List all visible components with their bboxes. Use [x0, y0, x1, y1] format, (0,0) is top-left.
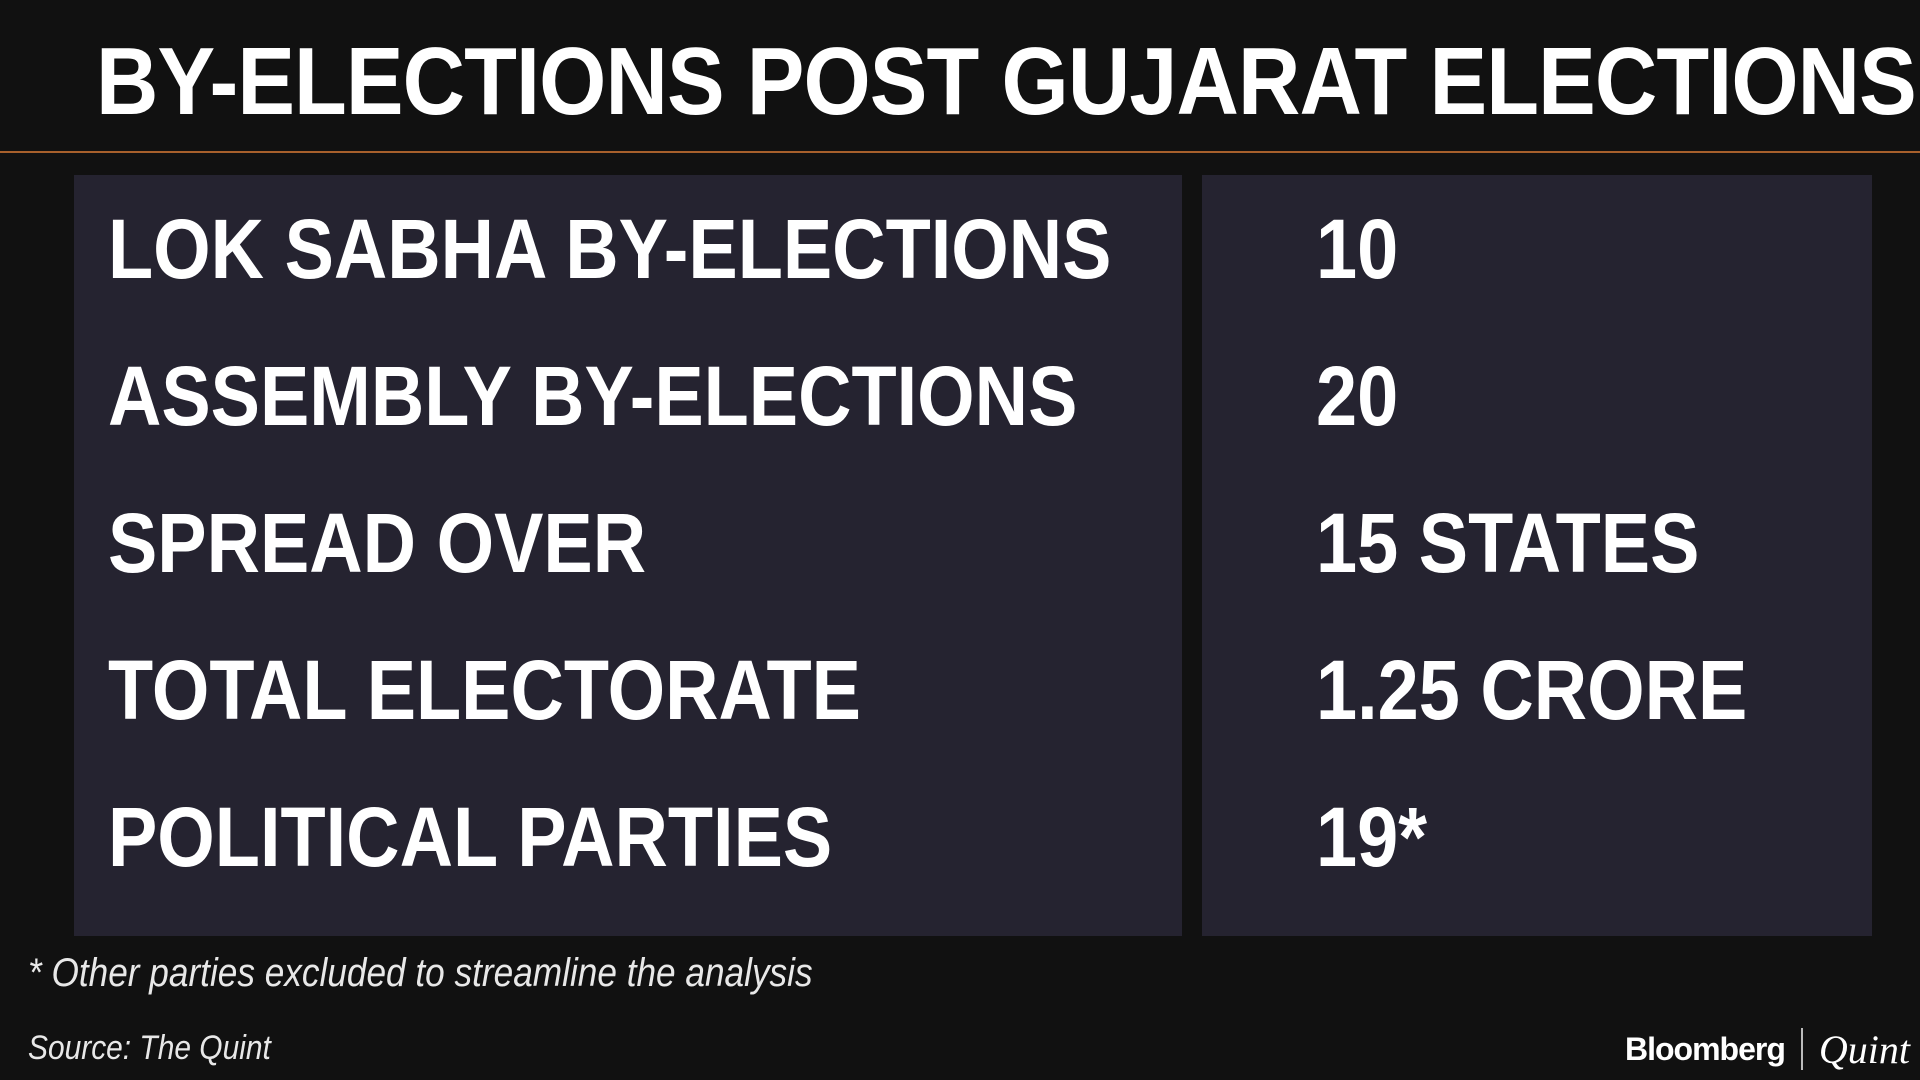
source-credit: Source: The Quint	[28, 1029, 271, 1067]
row-label-spread: SPREAD OVER	[108, 496, 647, 590]
logo-divider	[1800, 1028, 1803, 1070]
row-label-lok-sabha: LOK SABHA BY-ELECTIONS	[108, 202, 1112, 296]
row-label-electorate: TOTAL ELECTORATE	[108, 643, 861, 737]
values-panel: 10 20 15 STATES 1.25 CRORE 19*	[1202, 175, 1872, 936]
logo-bloomberg-text: Bloomberg	[1624, 1030, 1786, 1067]
title-divider	[0, 151, 1920, 153]
logo-quint-text: Quint	[1818, 1026, 1910, 1072]
row-label-parties: POLITICAL PARTIES	[108, 790, 833, 884]
labels-panel: LOK SABHA BY-ELECTIONS ASSEMBLY BY-ELECT…	[74, 175, 1182, 936]
row-label-assembly: ASSEMBLY BY-ELECTIONS	[108, 349, 1078, 443]
row-value-parties: 19*	[1316, 790, 1427, 884]
row-value-lok-sabha: 10	[1316, 202, 1399, 296]
footnote: * Other parties excluded to streamline t…	[28, 951, 813, 995]
row-value-spread: 15 STATES	[1316, 496, 1700, 590]
row-value-electorate: 1.25 CRORE	[1316, 643, 1748, 737]
bloomberg-quint-logo: Bloomberg Quint	[1625, 1024, 1910, 1074]
row-value-assembly: 20	[1316, 349, 1399, 443]
page-title: BY-ELECTIONS POST GUJARAT ELECTIONS	[96, 28, 1917, 135]
